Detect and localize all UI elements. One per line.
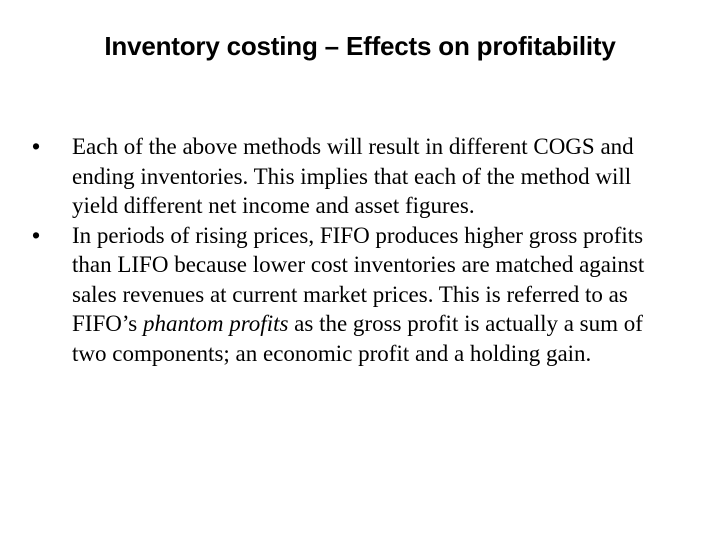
bullet-text-methods: Each of the above methods will result in… [72, 134, 634, 218]
bullet-marker-icon: • [32, 133, 41, 159]
bullet-text-rising-prices: In periods of rising prices, FIFO produc… [72, 223, 644, 366]
bullet-marker-icon: • [32, 221, 41, 248]
bullet-list: • Each of the above methods will result … [32, 132, 672, 368]
phantom-profits-term: phantom profits [142, 311, 289, 336]
slide-title: Inventory costing – Effects on profitabi… [104, 31, 616, 61]
bullet-item-rising-prices: • In periods of rising prices, FIFO prod… [32, 221, 672, 369]
bullet-text-part-before: In periods of rising prices, FIFO produc… [72, 222, 645, 337]
bullet-item-methods: • Each of the above methods will result … [32, 132, 672, 221]
bullet-text-part-after: as the gross profit is actually a sum of… [72, 311, 643, 366]
